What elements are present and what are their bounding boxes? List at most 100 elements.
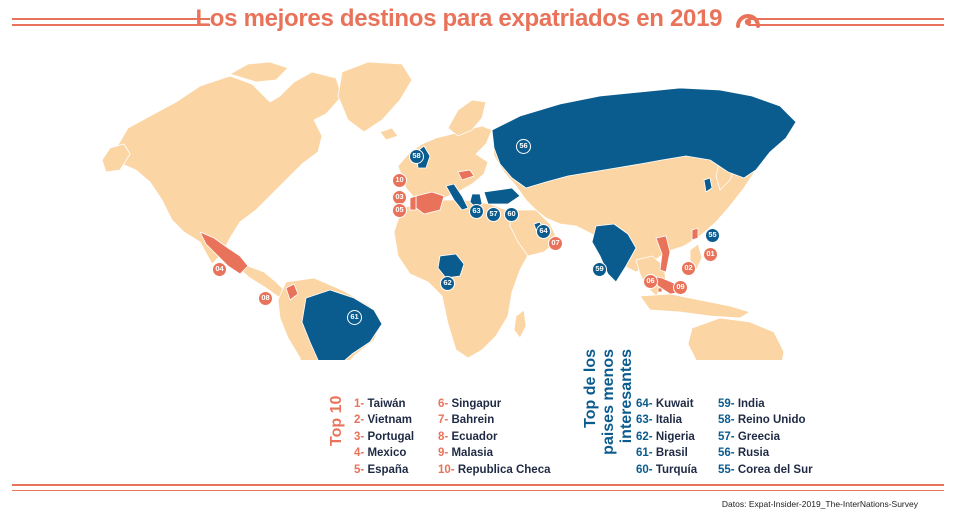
rank-number: 61- — [636, 447, 653, 460]
header-rule-left-2 — [12, 24, 210, 26]
rank-number: 6- — [438, 398, 449, 410]
marker-taiwan: 01 — [703, 247, 718, 262]
footer-rule-1 — [12, 484, 944, 486]
rank-number: 56- — [718, 447, 735, 460]
source-note: Datos: Expat-Insider-2019_The-InterNatio… — [721, 499, 918, 509]
country-name: España — [367, 463, 409, 476]
list-item: 61- Brasil — [636, 445, 697, 461]
country-name: Bahrein — [451, 414, 495, 427]
country-name: Rusia — [737, 447, 770, 460]
rank-number: 59- — [718, 398, 735, 410]
rank-number: 60- — [636, 463, 653, 476]
country-name: Greecia — [737, 430, 781, 443]
rank-number: 2- — [354, 414, 365, 427]
rank-number: 7- — [438, 414, 449, 427]
header-rule-right-1 — [748, 18, 944, 20]
list-item: 58- Reino Unido — [718, 412, 813, 428]
country-name: Vietnam — [367, 414, 412, 427]
marker-reino-unido: 58 — [409, 149, 424, 164]
header-rule-right-2 — [748, 24, 944, 26]
page-title: Los mejores destinos para expatriados en… — [195, 5, 723, 32]
marker-brasil: 61 — [347, 310, 362, 325]
marker-india: 59 — [592, 262, 607, 277]
land-iceland — [379, 127, 399, 141]
page-title-row: Los mejores destinos para expatriados en… — [0, 5, 956, 33]
marker-corea-del-sur: 55 — [705, 228, 720, 243]
rank-number: 55- — [718, 463, 735, 476]
marker-ecuador: 08 — [258, 291, 273, 306]
country-portugal — [409, 195, 417, 211]
rank-number: 62- — [636, 430, 653, 443]
list-item: 7- Bahrein — [438, 412, 551, 428]
country-name: Ecuador — [451, 430, 498, 443]
rank-number: 5- — [354, 463, 365, 476]
list-item: 9- Malasia — [438, 445, 551, 461]
country-turquia — [483, 187, 521, 205]
country-name: Italia — [655, 414, 683, 427]
rank-number: 4- — [354, 447, 365, 460]
rank-number: 58- — [718, 414, 735, 427]
country-name: Mexico — [367, 447, 407, 460]
list-item: 6- Singapur — [438, 396, 551, 412]
bottom-list-2: 59- India 58- Reino Unido 57- Greecia 56… — [718, 396, 813, 478]
rank-number: 9- — [438, 447, 449, 460]
marker-nigeria: 62 — [440, 276, 455, 291]
land-indonesia — [639, 293, 751, 319]
marker-italia: 63 — [469, 204, 484, 219]
marker-mexico: 04 — [212, 262, 227, 277]
list-item: 62- Nigeria — [636, 429, 697, 445]
bottom-heading: Top de los paises menos interesantes — [582, 349, 635, 455]
list-item: 59- India — [718, 396, 813, 412]
list-item: 5- España — [354, 462, 414, 478]
list-item: 64- Kuwait — [636, 396, 697, 412]
land-greenland — [337, 61, 413, 133]
country-name: Republica Checa — [457, 463, 551, 476]
top10-heading: Top 10 — [328, 395, 345, 446]
logo-icon — [735, 14, 760, 28]
list-item: 63- Italia — [636, 412, 697, 428]
rank-number: 63- — [636, 414, 653, 427]
marker-vietnam: 02 — [681, 261, 696, 276]
country-name: Reino Unido — [737, 414, 806, 427]
rank-number: 10- — [438, 463, 455, 476]
list-item: 3- Portugal — [354, 429, 414, 445]
list-item: 1- Taiwán — [354, 396, 414, 412]
land-alaska — [101, 143, 131, 173]
world-map — [101, 61, 797, 360]
land-africa — [393, 199, 533, 359]
country-name: Singapur — [451, 398, 502, 410]
list-item: 56- Rusia — [718, 445, 813, 461]
rank-number: 64- — [636, 398, 653, 410]
country-name: Malasia — [451, 447, 493, 460]
country-name: Nigeria — [655, 430, 695, 443]
list-item: 60- Turquía — [636, 462, 697, 478]
marker-rusia: 56 — [516, 139, 531, 154]
land-scandinavia — [447, 99, 487, 137]
country-name: Kuwait — [655, 398, 694, 410]
rank-number: 3- — [354, 430, 365, 443]
list-item: 4- Mexico — [354, 445, 414, 461]
footer-rule-2 — [12, 490, 944, 491]
country-name: India — [737, 398, 765, 410]
rank-number: 1- — [354, 398, 365, 410]
country-brasil — [301, 289, 383, 360]
list-item: 57- Greecia — [718, 429, 813, 445]
country-italia — [445, 183, 469, 211]
land-madagascar — [513, 309, 527, 339]
country-name: Brasil — [655, 447, 688, 460]
marker-malasia: 09 — [673, 280, 688, 295]
country-name: Turquía — [655, 463, 698, 476]
land-north-america — [114, 71, 343, 265]
header-rule-left-1 — [12, 18, 210, 20]
list-item: 8- Ecuador — [438, 429, 551, 445]
country-russia — [491, 87, 797, 189]
marker-greecia: 57 — [486, 207, 501, 222]
country-name: Corea del Sur — [737, 463, 813, 476]
top10-list-2: 6- Singapur 7- Bahrein 8- Ecuador 9- Mal… — [438, 396, 551, 478]
bottom-list-1: 64- Kuwait 63- Italia 62- Nigeria 61- Br… — [636, 396, 697, 478]
land-arabia — [509, 209, 559, 257]
marker-espana: 05 — [392, 203, 407, 218]
rank-number: 57- — [718, 430, 735, 443]
list-item: 10- Republica Checa — [438, 462, 551, 478]
list-item: 55- Corea del Sur — [718, 462, 813, 478]
